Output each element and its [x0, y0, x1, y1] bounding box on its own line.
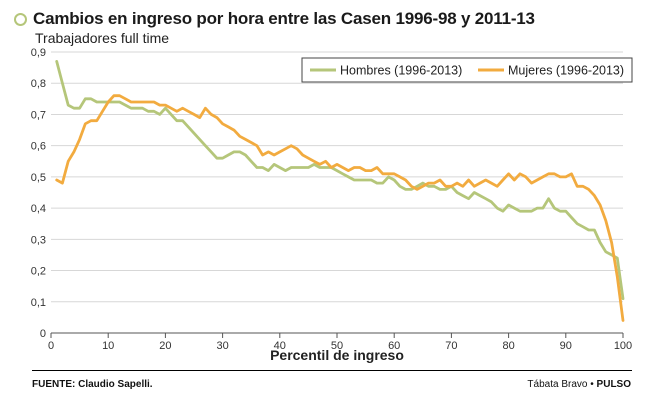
y-tick-label: 0,4 — [31, 203, 46, 215]
x-tick-label: 80 — [502, 340, 514, 352]
y-tick-label: 0,2 — [31, 266, 46, 278]
y-tick-label: 0,5 — [31, 172, 46, 184]
footer-source: FUENTE: Claudio Sapelli. — [32, 379, 153, 390]
y-tick-label: 0,3 — [31, 234, 46, 246]
series-line-hombres — [55, 60, 625, 301]
y-tick-label: 0,7 — [31, 109, 46, 121]
footer-outlet: PULSO — [596, 379, 631, 390]
x-tick-label: 0 — [48, 340, 54, 352]
legend-label-hombres: Hombres (1996-2013) — [340, 64, 462, 78]
x-tick-label: 70 — [445, 340, 457, 352]
footer-credit: Tábata Bravo • PULSO — [527, 379, 631, 390]
chart-subtitle: Trabajadores full time — [35, 30, 170, 46]
y-tick-label: 0,1 — [31, 297, 46, 309]
title-row: Cambios en ingreso por hora entre las Ca… — [14, 9, 535, 29]
chart-title: Cambios en ingreso por hora entre las Ca… — [33, 9, 535, 28]
y-tick-label: 0,8 — [31, 78, 46, 90]
y-tick-label: 0 — [40, 328, 46, 340]
y-tick-label: 0,6 — [31, 141, 46, 153]
legend-label-mujeres: Mujeres (1996-2013) — [508, 64, 624, 78]
title-bullet-icon — [14, 12, 27, 26]
footer-separator: • — [590, 379, 594, 390]
x-tick-label: 90 — [560, 340, 572, 352]
x-tick-label: 10 — [102, 340, 114, 352]
x-tick-label: 50 — [331, 340, 343, 352]
x-tick-label: 30 — [216, 340, 228, 352]
x-axis-label: Percentil de ingreso — [270, 347, 404, 363]
x-tick-label: 40 — [274, 340, 286, 352]
footer-author: Tábata Bravo — [527, 379, 588, 390]
footer-divider — [32, 370, 632, 371]
y-tick-label: 0,9 — [31, 47, 46, 59]
x-tick-label: 20 — [159, 340, 171, 352]
legend-box — [301, 57, 633, 83]
series-line-mujeres — [55, 94, 625, 322]
x-tick-label: 100 — [614, 340, 632, 352]
x-tick-label: 60 — [388, 340, 400, 352]
